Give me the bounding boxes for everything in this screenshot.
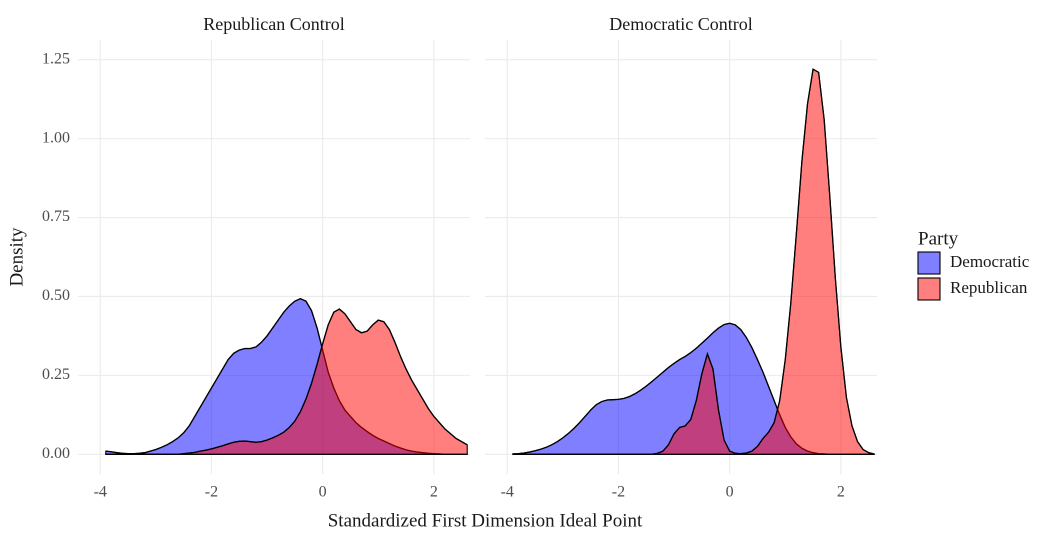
legend-key [917,251,941,275]
y-tick-label: 1.25 [42,50,70,67]
legend-label: Republican [950,278,1028,297]
y-tick-label: 0.00 [42,445,70,462]
x-tick-label: 0 [726,484,734,501]
x-tick-label: 2 [837,484,845,501]
facet-title: Democratic Control [609,14,752,34]
y-tick-label: 0.25 [42,366,70,383]
legend-key [917,277,941,301]
y-axis-title: Density [6,227,27,287]
legend-title: Party [918,228,959,249]
x-tick-label: 0 [319,484,327,501]
y-tick-label: 1.00 [42,129,70,146]
y-tick-label: 0.75 [42,208,70,225]
x-tick-label: -4 [501,484,514,501]
area-outline [105,308,468,455]
x-tick-label: -2 [205,484,218,501]
y-tick-label: 0.50 [42,287,70,304]
legend-label: Democratic [950,252,1030,271]
area-outline [512,68,875,455]
x-tick-label: 2 [430,484,438,501]
x-axis-title: Standardized First Dimension Ideal Point [328,510,643,531]
x-tick-label: -2 [612,484,625,501]
facet-title: Republican Control [203,14,344,34]
x-tick-label: -4 [94,484,107,501]
